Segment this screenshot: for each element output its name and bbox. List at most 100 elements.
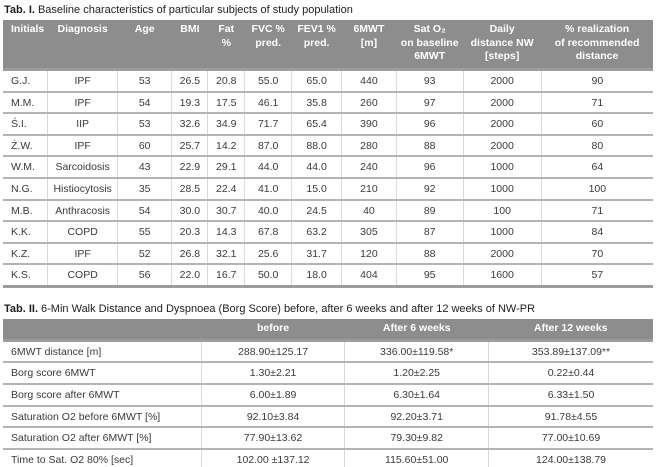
table2-header-row: before After 6 weeks After 12 weeks [3, 319, 653, 341]
col-header-fev1: FEV1 % pred. [291, 20, 342, 70]
cell: 25.7 [171, 133, 208, 157]
cell: 280 [341, 133, 397, 157]
cell: 30.0 [171, 198, 208, 222]
row-label: Borg score after 6MWT [3, 383, 202, 406]
table1: Initials Diagnosis Age BMI Fat % FVC % p… [3, 20, 653, 289]
table-row: G.J. IPF 53 26.5 20.8 55.0 65.0 440 93 2… [3, 68, 653, 92]
col-header-fat: Fat % [207, 20, 245, 70]
cell: 102.00 ±137.12 [200, 447, 345, 467]
row-initials: K.K. [3, 220, 48, 243]
cell: 97 [395, 90, 464, 114]
cell: 288.90±125.17 [200, 338, 345, 363]
table-row: W.M. Sarcoidosis 43 22.9 29.1 44.0 44.0 … [3, 155, 653, 179]
cell: 77.90±13.62 [200, 426, 345, 449]
cell: 40.0 [244, 198, 292, 222]
cell: 96 [395, 155, 464, 179]
table-row: K.S. COPD 56 22.0 16.7 50.0 18.0 404 95 … [3, 263, 653, 287]
table-row: M.M. IPF 54 19.3 17.5 46.1 35.8 260 97 2… [3, 90, 653, 114]
cell: 14.2 [207, 133, 245, 157]
cell: 55.0 [244, 68, 292, 92]
cell: 53 [116, 112, 172, 135]
cell: 54 [116, 90, 172, 114]
cell: 64 [540, 155, 653, 179]
cell: 67.8 [244, 220, 292, 243]
row-initials: Ż.W. [3, 133, 48, 157]
cell: 46.1 [244, 90, 292, 114]
cell: 53 [116, 68, 172, 92]
table1-caption-text: Baseline characteristics of particular s… [37, 4, 353, 16]
cell: Histiocytosis [47, 177, 118, 200]
cell: 55 [116, 220, 172, 243]
col-header-after-6-weeks: After 6 weeks [344, 319, 489, 341]
table-row: Saturation O2 before 6MWT [%] 92.10±3.84… [3, 404, 653, 428]
cell: IIP [47, 112, 118, 135]
cell: 305 [341, 220, 397, 243]
cell: 1600 [462, 263, 542, 287]
cell: 19.3 [171, 90, 208, 114]
cell: 35.8 [291, 90, 342, 114]
cell: 6.33±1.50 [488, 383, 653, 406]
cell: 71 [540, 90, 653, 114]
cell: 120 [341, 241, 397, 265]
cell: 210 [341, 177, 397, 200]
cell: 52 [116, 241, 172, 265]
row-label: Saturation O2 before 6MWT [%] [3, 404, 202, 428]
cell: 2000 [462, 112, 542, 135]
cell: 57 [540, 263, 653, 287]
table-row: Borg score after 6MWT 6.00±1.89 6.30±1.6… [3, 383, 653, 406]
table-row: Borg score 6MWT 1.30±2.21 1.20±2.25 0.22… [3, 361, 653, 385]
cell: 65.0 [291, 68, 342, 92]
table-row: M.B. Anthracosis 54 30.0 30.7 40.0 24.5 … [3, 198, 653, 222]
cell: 1.30±2.21 [200, 361, 345, 385]
col-header-daily-distance: Daily distance NW [steps] [463, 20, 542, 70]
cell: 440 [341, 68, 397, 92]
table-row: Ś.I. IIP 53 32.6 34.9 71.7 65.4 390 96 2… [3, 112, 653, 135]
cell: 1000 [462, 220, 542, 243]
cell: 24.5 [291, 198, 342, 222]
cell: 91.78±4.55 [488, 404, 653, 428]
cell: 50.0 [244, 263, 292, 287]
cell: Anthracosis [47, 198, 118, 222]
cell: COPD [47, 220, 118, 243]
row-initials: K.S. [3, 263, 48, 287]
cell: 2000 [462, 241, 542, 265]
col-header-realization: % realization of recommended distance [541, 20, 653, 70]
cell: 26.8 [171, 241, 208, 265]
cell: 0.22±0.44 [488, 361, 653, 385]
cell: 100 [540, 177, 653, 200]
table2: before After 6 weeks After 12 weeks 6MWT… [3, 319, 653, 467]
cell: 44.0 [244, 155, 292, 179]
col-header-initials: Initials [3, 20, 48, 70]
row-initials: G.J. [3, 68, 48, 92]
cell: 2000 [462, 90, 542, 114]
table1-header-row: Initials Diagnosis Age BMI Fat % FVC % p… [3, 20, 653, 70]
cell: 34.9 [207, 112, 245, 135]
cell: 40 [341, 198, 397, 222]
cell: 28.5 [171, 177, 208, 200]
cell: 22.9 [171, 155, 208, 179]
cell: 80 [540, 133, 653, 157]
cell: 60 [540, 112, 653, 135]
row-initials: W.M. [3, 155, 48, 179]
cell: 41.0 [244, 177, 292, 200]
cell: 240 [341, 155, 397, 179]
table-row: Time to Sat. O2 80% [sec] 102.00 ±137.12… [3, 447, 653, 467]
cell: 88.0 [291, 133, 342, 157]
row-initials: M.M. [3, 90, 48, 114]
table-row: K.Z. IPF 52 26.8 32.1 25.6 31.7 120 88 2… [3, 241, 653, 265]
cell: 30.7 [207, 198, 245, 222]
cell: 77.00±10.69 [488, 426, 653, 449]
cell: 1000 [462, 155, 542, 179]
cell: COPD [47, 263, 118, 287]
cell: 17.5 [207, 90, 245, 114]
table-row: K.K. COPD 55 20.3 14.3 67.8 63.2 305 87 … [3, 220, 653, 243]
cell: 124.00±138.79 [488, 447, 653, 467]
cell: 90 [540, 68, 653, 92]
cell: 29.1 [207, 155, 245, 179]
row-label: 6MWT distance [m] [3, 338, 202, 363]
col-header-age: Age [117, 20, 172, 70]
cell: 20.8 [207, 68, 245, 92]
cell: 54 [116, 198, 172, 222]
cell: 70 [540, 241, 653, 265]
